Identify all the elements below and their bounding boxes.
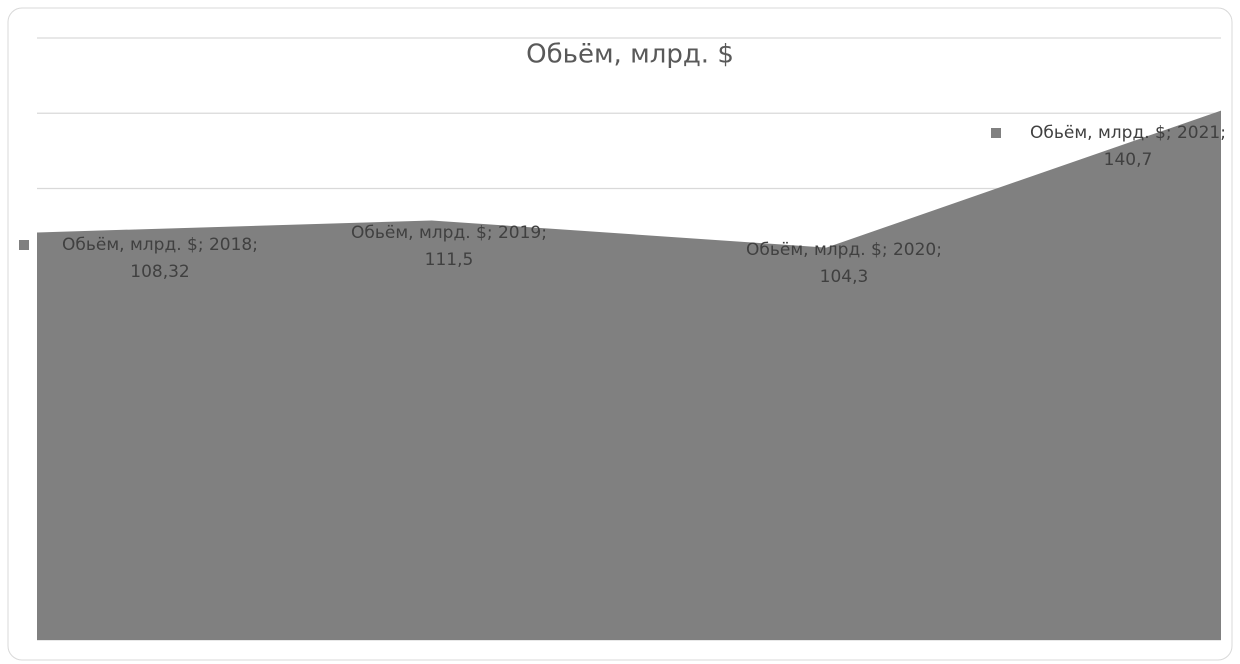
data-label: Обьём, млрд. $; 2018; 108,32 <box>62 235 258 282</box>
label-value: 111,5 <box>425 250 474 270</box>
label-sep: ; <box>1220 123 1226 143</box>
label-sep: ; <box>487 223 498 243</box>
label-sep: ; <box>541 223 547 243</box>
label-value: 104,3 <box>820 267 869 287</box>
data-label: Обьём, млрд. $; 2019; 111,5 <box>351 223 547 270</box>
area <box>37 110 1221 640</box>
label-category: 2018 <box>209 235 252 255</box>
label-sep: ; <box>252 235 258 255</box>
label-category: 2020 <box>893 240 936 260</box>
label-sep: ; <box>882 240 893 260</box>
label-value: 108,32 <box>130 262 189 282</box>
label-series: Обьём, млрд. $ <box>1030 123 1166 143</box>
label-category: 2021 <box>1177 123 1220 143</box>
label-marker <box>991 128 1001 138</box>
label-series: Обьём, млрд. $ <box>62 235 198 255</box>
label-marker <box>19 240 29 250</box>
data-label: Обьём, млрд. $; 2021; 140,7 <box>1030 123 1226 170</box>
data-label: Обьём, млрд. $; 2020; 104,3 <box>746 240 942 287</box>
chart-title: Обьём, млрд. $ <box>526 40 734 70</box>
label-sep: ; <box>1166 123 1177 143</box>
label-value: 140,7 <box>1104 150 1153 170</box>
label-series: Обьём, млрд. $ <box>746 240 882 260</box>
label-category: 2019 <box>498 223 541 243</box>
label-sep: ; <box>198 235 209 255</box>
label-sep: ; <box>936 240 942 260</box>
label-marker <box>427 228 437 238</box>
label-series: Обьём, млрд. $ <box>351 223 487 243</box>
label-marker <box>707 245 717 255</box>
